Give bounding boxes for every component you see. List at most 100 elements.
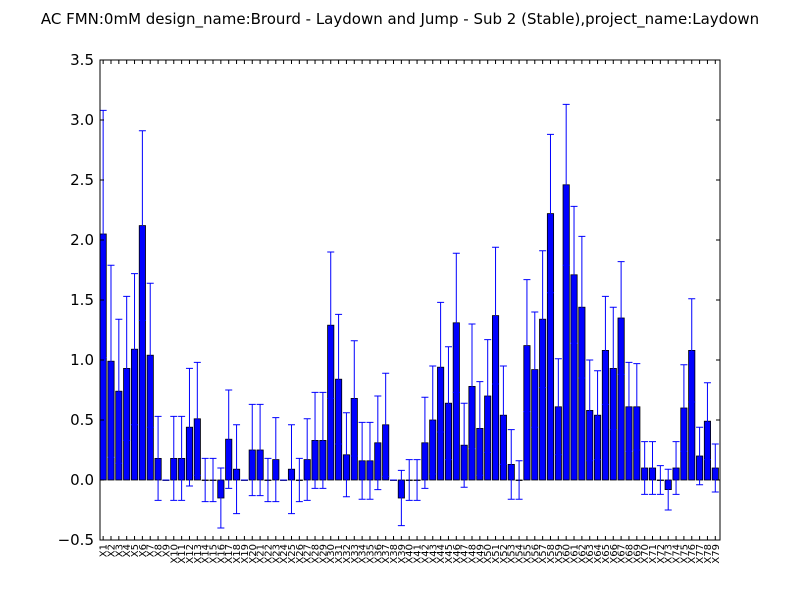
error-bar-X7: [146, 282, 154, 428]
x-tick-label: X67: [617, 544, 628, 564]
x-tick-label: X43: [428, 544, 439, 564]
x-tick-label: X34: [358, 544, 369, 564]
chart-title: AC FMN:0mM design_name:Brourd - Laydown …: [41, 10, 759, 29]
x-axis: X1X2X3X4X5X6X7X8X9X10X11X12X13X14X15X16X…: [99, 60, 722, 564]
x-tick-label: X56: [530, 544, 541, 564]
error-bar-X41: [413, 459, 421, 501]
x-tick-label: X77: [695, 544, 706, 564]
x-tick-label: X57: [538, 544, 549, 564]
x-tick-label: X75: [679, 544, 690, 564]
y-tick-label: 1.0: [70, 351, 94, 369]
error-bar-X69: [633, 363, 641, 451]
x-tick-label: X9: [161, 544, 172, 557]
error-bar-X72: [656, 465, 664, 495]
x-tick-label: X70: [640, 544, 651, 564]
y-tick-label: 0.5: [70, 411, 94, 429]
y-tick-label: 0.0: [70, 471, 94, 489]
x-tick-label: X37: [381, 544, 392, 564]
error-bar-X44: [437, 301, 445, 433]
error-bar-X62: [578, 235, 586, 379]
error-bar-X23: [272, 417, 280, 503]
error-bar-X1: [99, 109, 107, 359]
error-bar-X12: [185, 367, 193, 487]
x-tick-label: X73: [664, 544, 675, 564]
x-tick-label: X24: [279, 544, 290, 564]
x-tick-label: X63: [585, 544, 596, 564]
x-tick-label: X36: [373, 544, 384, 564]
error-bar-X32: [342, 412, 350, 498]
error-bar-X37: [382, 372, 390, 477]
x-tick-label: X40: [405, 544, 416, 564]
error-bar-X29: [319, 391, 327, 489]
x-tick-label: X30: [326, 544, 337, 564]
error-bar-X73: [664, 468, 672, 511]
x-tick-label: X6: [138, 544, 149, 557]
x-tick-label: X20: [248, 544, 259, 564]
error-bar-X25: [287, 424, 295, 515]
x-tick-label: X18: [232, 544, 243, 564]
x-tick-label: X1: [99, 544, 110, 557]
error-bars-layer: [99, 103, 719, 529]
x-tick-label: X79: [711, 544, 722, 564]
y-tick-label: 3.0: [70, 111, 94, 129]
x-tick-label: X29: [318, 544, 329, 564]
error-bar-X18: [233, 424, 241, 515]
error-bar-X6: [138, 130, 146, 321]
error-bar-X54: [515, 460, 523, 500]
x-tick-label: X39: [397, 544, 408, 564]
x-tick-label: X26: [295, 544, 306, 564]
y-axis: −0.5 0.0 0.5 1.0 1.5 2.0 2.5 3.0 3.5: [58, 51, 720, 549]
error-bar-X63: [586, 359, 594, 462]
x-tick-label: X46: [452, 544, 463, 564]
error-bar-X55: [523, 279, 531, 413]
x-tick-label: X21: [256, 544, 267, 564]
error-bar-X8: [154, 415, 162, 501]
error-bar-X39: [397, 469, 405, 527]
error-bar-X57: [539, 250, 547, 389]
x-tick-label: X17: [224, 544, 235, 564]
error-bar-X14: [201, 457, 209, 503]
x-tick-label: X25: [287, 544, 298, 564]
x-tick-label: X62: [577, 544, 588, 564]
x-tick-label: X51: [491, 544, 502, 564]
x-tick-label: X54: [515, 544, 526, 564]
error-bar-X26: [295, 457, 303, 503]
error-bar-X36: [374, 395, 382, 491]
error-bar-X43: [429, 365, 437, 475]
x-tick-label: X7: [146, 544, 157, 557]
error-bar-X35: [366, 421, 374, 500]
error-bar-X46: [452, 252, 460, 393]
x-tick-label: X4: [122, 544, 133, 557]
x-tick-label: X50: [483, 544, 494, 564]
error-bar-X65: [601, 295, 609, 405]
x-tick-label: X22: [263, 544, 274, 564]
x-tick-label: X66: [609, 544, 620, 564]
x-tick-label: X60: [562, 544, 573, 564]
error-bar-X5: [131, 273, 139, 426]
x-tick-label: X33: [350, 544, 361, 564]
error-bar-X56: [531, 311, 539, 428]
y-tick-label: 2.5: [70, 171, 94, 189]
x-tick-label: X53: [507, 544, 518, 564]
y-tick-label: −0.5: [58, 531, 94, 549]
y-tick-label: 3.5: [70, 51, 94, 69]
error-bar-X31: [335, 313, 343, 445]
error-bar-X34: [358, 421, 366, 500]
x-tick-label: X38: [389, 544, 400, 564]
x-tick-label: X31: [334, 544, 345, 564]
x-tick-label: X76: [687, 544, 698, 564]
x-tick-label: X45: [444, 544, 455, 564]
error-bar-X27: [303, 418, 311, 501]
error-bar-X76: [688, 298, 696, 403]
x-tick-label: X59: [554, 544, 565, 564]
x-tick-label: X78: [703, 544, 714, 564]
x-tick-label: X27: [303, 544, 314, 564]
error-bar-X47: [460, 402, 468, 488]
x-tick-label: X13: [193, 544, 204, 564]
x-tick-label: X65: [601, 544, 612, 564]
error-bar-X79: [711, 443, 719, 493]
x-tick-label: X10: [169, 544, 180, 564]
error-bar-X77: [696, 426, 704, 486]
x-tick-label: X52: [499, 544, 510, 564]
error-bar-X64: [594, 370, 602, 461]
